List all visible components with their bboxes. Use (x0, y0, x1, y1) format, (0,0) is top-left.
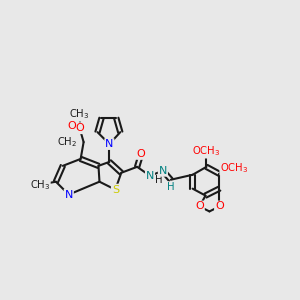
Text: CH$_3$: CH$_3$ (69, 107, 90, 121)
Text: O: O (67, 121, 76, 131)
Text: N: N (159, 166, 167, 176)
Text: H: H (155, 175, 163, 185)
Text: CH$_3$: CH$_3$ (30, 178, 50, 192)
Text: OCH$_3$: OCH$_3$ (220, 161, 248, 175)
Text: OCH$_3$: OCH$_3$ (192, 144, 221, 158)
Text: N: N (105, 139, 114, 149)
Text: N: N (64, 190, 73, 200)
Text: O: O (195, 202, 204, 212)
Text: O: O (137, 149, 146, 159)
Text: CH$_2$: CH$_2$ (57, 135, 78, 149)
Text: O: O (75, 123, 84, 133)
Text: H: H (167, 182, 175, 192)
Text: N: N (146, 171, 154, 181)
Text: O: O (215, 202, 224, 212)
Text: S: S (112, 184, 119, 195)
